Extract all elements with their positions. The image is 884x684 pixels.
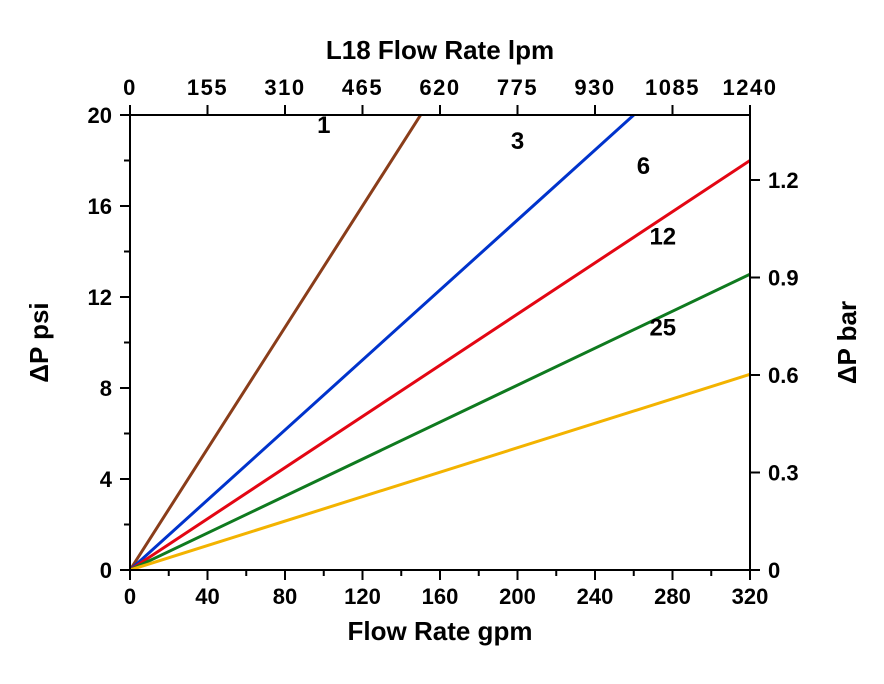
series-label-12: 12 xyxy=(649,224,676,251)
x-tick-label: 0 xyxy=(124,584,136,609)
y-tick-label: 4 xyxy=(100,467,113,492)
x2-tick-label: 775 xyxy=(497,75,538,100)
chart-title-top: L18 Flow Rate lpm xyxy=(326,35,554,65)
x2-tick-label: 0 xyxy=(123,75,137,100)
x2-tick-label: 620 xyxy=(419,75,460,100)
y-tick-label: 8 xyxy=(100,376,112,401)
x2-tick-label: 930 xyxy=(574,75,615,100)
y2-tick-label: 0 xyxy=(768,558,780,583)
chart-bg xyxy=(0,0,884,684)
y2-tick-label: 0.6 xyxy=(768,363,799,388)
x-tick-label: 160 xyxy=(422,584,459,609)
x-axis-title: Flow Rate gpm xyxy=(348,616,533,646)
series-label-25: 25 xyxy=(649,315,676,342)
series-label-6: 6 xyxy=(637,153,650,180)
y-tick-label: 20 xyxy=(88,103,112,128)
y2-tick-label: 0.3 xyxy=(768,461,799,486)
x-tick-label: 320 xyxy=(732,584,769,609)
x2-tick-label: 310 xyxy=(264,75,305,100)
x-tick-label: 80 xyxy=(273,584,297,609)
y2-tick-label: 1.2 xyxy=(768,168,799,193)
chart-svg: 04080120160200240280320Flow Rate gpm0155… xyxy=(0,0,884,684)
y2-tick-label: 0.9 xyxy=(768,266,799,291)
x2-tick-label: 155 xyxy=(187,75,228,100)
chart-container: 04080120160200240280320Flow Rate gpm0155… xyxy=(0,0,884,684)
x-tick-label: 120 xyxy=(344,584,381,609)
x2-tick-label: 1240 xyxy=(723,75,778,100)
y2-axis-title: ΔP bar xyxy=(832,301,862,384)
x2-tick-label: 1085 xyxy=(645,75,700,100)
x-tick-label: 200 xyxy=(499,584,536,609)
x-tick-label: 40 xyxy=(195,584,219,609)
series-label-1: 1 xyxy=(317,112,330,139)
y-tick-label: 12 xyxy=(88,285,112,310)
y-axis-title: ΔP psi xyxy=(24,302,54,382)
series-label-3: 3 xyxy=(511,128,524,155)
x2-tick-label: 465 xyxy=(342,75,383,100)
x-tick-label: 280 xyxy=(654,584,691,609)
y-tick-label: 16 xyxy=(88,194,112,219)
x-tick-label: 240 xyxy=(577,584,614,609)
y-tick-label: 0 xyxy=(100,558,112,583)
